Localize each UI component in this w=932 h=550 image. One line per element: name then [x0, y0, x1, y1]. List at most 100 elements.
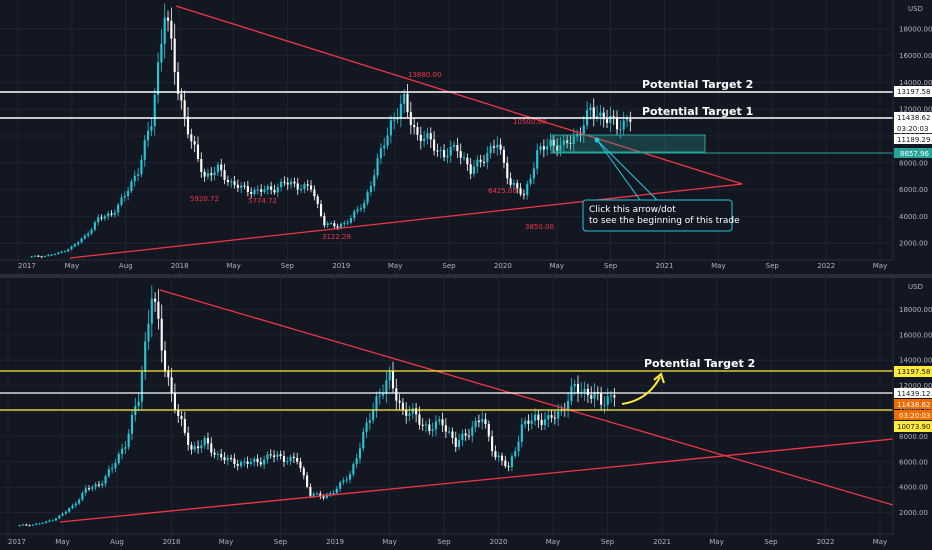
- top-candle-body: [63, 251, 66, 253]
- bot-candle-body: [64, 511, 67, 514]
- bot-candle-body: [28, 525, 31, 527]
- bot-candle-body: [451, 431, 454, 438]
- bot-candle-body: [540, 420, 543, 426]
- top-candle-body: [343, 222, 346, 224]
- bot-candle-body: [276, 454, 279, 457]
- top-candle-body: [373, 175, 376, 186]
- top-candle-body: [542, 146, 545, 150]
- bot-y-tick: 12000.00: [899, 382, 932, 390]
- bot-x-tick: 2017: [8, 538, 26, 546]
- top-candle-body: [629, 119, 632, 122]
- top-candle-body: [166, 17, 170, 21]
- bot-candle-body: [137, 401, 140, 406]
- top-candle-body: [363, 202, 366, 209]
- bot-candle-body: [378, 395, 381, 397]
- bot-candle-body: [573, 383, 576, 387]
- bot-candle-body: [411, 408, 414, 414]
- top-candle-body: [309, 185, 313, 190]
- bot-candle-body: [567, 400, 570, 410]
- bottom-lower-trendline[interactable]: [59, 438, 894, 523]
- top-candle-body: [233, 181, 236, 185]
- bot-candle-body: [114, 463, 117, 468]
- bot-candle-body: [197, 446, 200, 449]
- bot-candle-body: [325, 494, 328, 498]
- bot-candle-body: [395, 388, 398, 401]
- panel-separator[interactable]: [0, 274, 932, 278]
- bot-candle-body: [335, 488, 338, 494]
- top-candle-body: [336, 226, 339, 228]
- bot-candle-body: [41, 522, 44, 524]
- top-y-tick: 12000.00: [899, 106, 932, 114]
- bot-candle-body: [520, 424, 523, 442]
- note-box[interactable]: [582, 199, 733, 232]
- top-candle-body: [97, 217, 100, 223]
- bot-candle-body: [38, 523, 41, 525]
- top-candle-body: [532, 168, 535, 179]
- top-candle-body: [349, 218, 353, 223]
- bot-candle-body: [259, 462, 262, 465]
- bot-candle-body: [431, 429, 434, 432]
- bot-candle-body: [524, 420, 527, 425]
- top-candle-body: [549, 139, 552, 147]
- top-candle-body: [196, 144, 200, 159]
- top-x-tick: May: [711, 262, 725, 270]
- bot-candle-body: [74, 503, 77, 506]
- bot-candle-body: [362, 432, 365, 449]
- bot-candle-body: [510, 456, 513, 468]
- top-tag-zone-bg: [894, 148, 932, 158]
- bot-candle-body: [352, 464, 355, 475]
- trade-start-dot[interactable]: [594, 137, 600, 143]
- top-candle-body: [329, 223, 333, 225]
- bot-candle-body: [147, 323, 150, 342]
- top-candle-body: [319, 203, 323, 216]
- bot-candle-body: [48, 520, 51, 522]
- top-candle-body: [569, 143, 572, 145]
- top-candle-body: [93, 222, 96, 230]
- bot-candle-body: [543, 419, 547, 426]
- top-candle-body: [413, 125, 416, 128]
- top-candle-body: [566, 140, 569, 144]
- target-arrow-head-icon: [653, 372, 665, 384]
- top-candle-body: [256, 189, 259, 191]
- bot-candle-body: [239, 462, 243, 466]
- top-candle-body: [443, 150, 446, 158]
- bot-candle-body: [200, 445, 203, 449]
- top-upper-trendline[interactable]: [175, 5, 743, 185]
- top-candle-body: [519, 188, 522, 195]
- top-candle-body: [153, 94, 156, 127]
- bot-candle-body: [474, 420, 477, 428]
- top-candle-body: [389, 120, 392, 136]
- top-zone-box[interactable]: [551, 134, 706, 153]
- bot-candle-body: [130, 415, 134, 434]
- bot-candle-body: [315, 493, 319, 495]
- top-candle-body: [452, 144, 456, 147]
- bot-candle-body: [461, 433, 464, 440]
- top-candle-body: [150, 126, 153, 131]
- top-candle-body: [190, 134, 193, 142]
- bot-candle-body: [54, 518, 58, 521]
- top-candle-body: [469, 164, 472, 174]
- bot-candle-body: [339, 482, 342, 489]
- bot-candle-body: [345, 479, 348, 481]
- top-x-ticks: 2017 May Aug 2018 May Sep 2019 May Sep 2020 May Sep…: [18, 262, 887, 270]
- bot-candle-body: [68, 508, 71, 512]
- bot-candle-body: [593, 392, 596, 399]
- top-candle-body: [180, 93, 183, 101]
- top-tag-target2-bg: [894, 86, 932, 97]
- bottom-upper-trendline[interactable]: [159, 289, 894, 506]
- top-candle-body: [283, 181, 286, 183]
- top-candle-body: [246, 186, 249, 192]
- top-lower-trendline[interactable]: [69, 183, 743, 259]
- bot-candle-body: [500, 455, 504, 461]
- top-candle-body: [200, 158, 203, 172]
- bot-candle-body: [266, 454, 269, 460]
- bot-candle-body: [213, 452, 216, 455]
- target-arrow[interactable]: [621, 376, 661, 405]
- bot-candle-body: [388, 370, 391, 381]
- bot-candle-body: [173, 392, 176, 410]
- bot-candle-body: [530, 420, 533, 424]
- top-candle-body: [416, 127, 419, 135]
- bot-candle-body: [104, 476, 107, 484]
- top-candle-body: [130, 181, 133, 192]
